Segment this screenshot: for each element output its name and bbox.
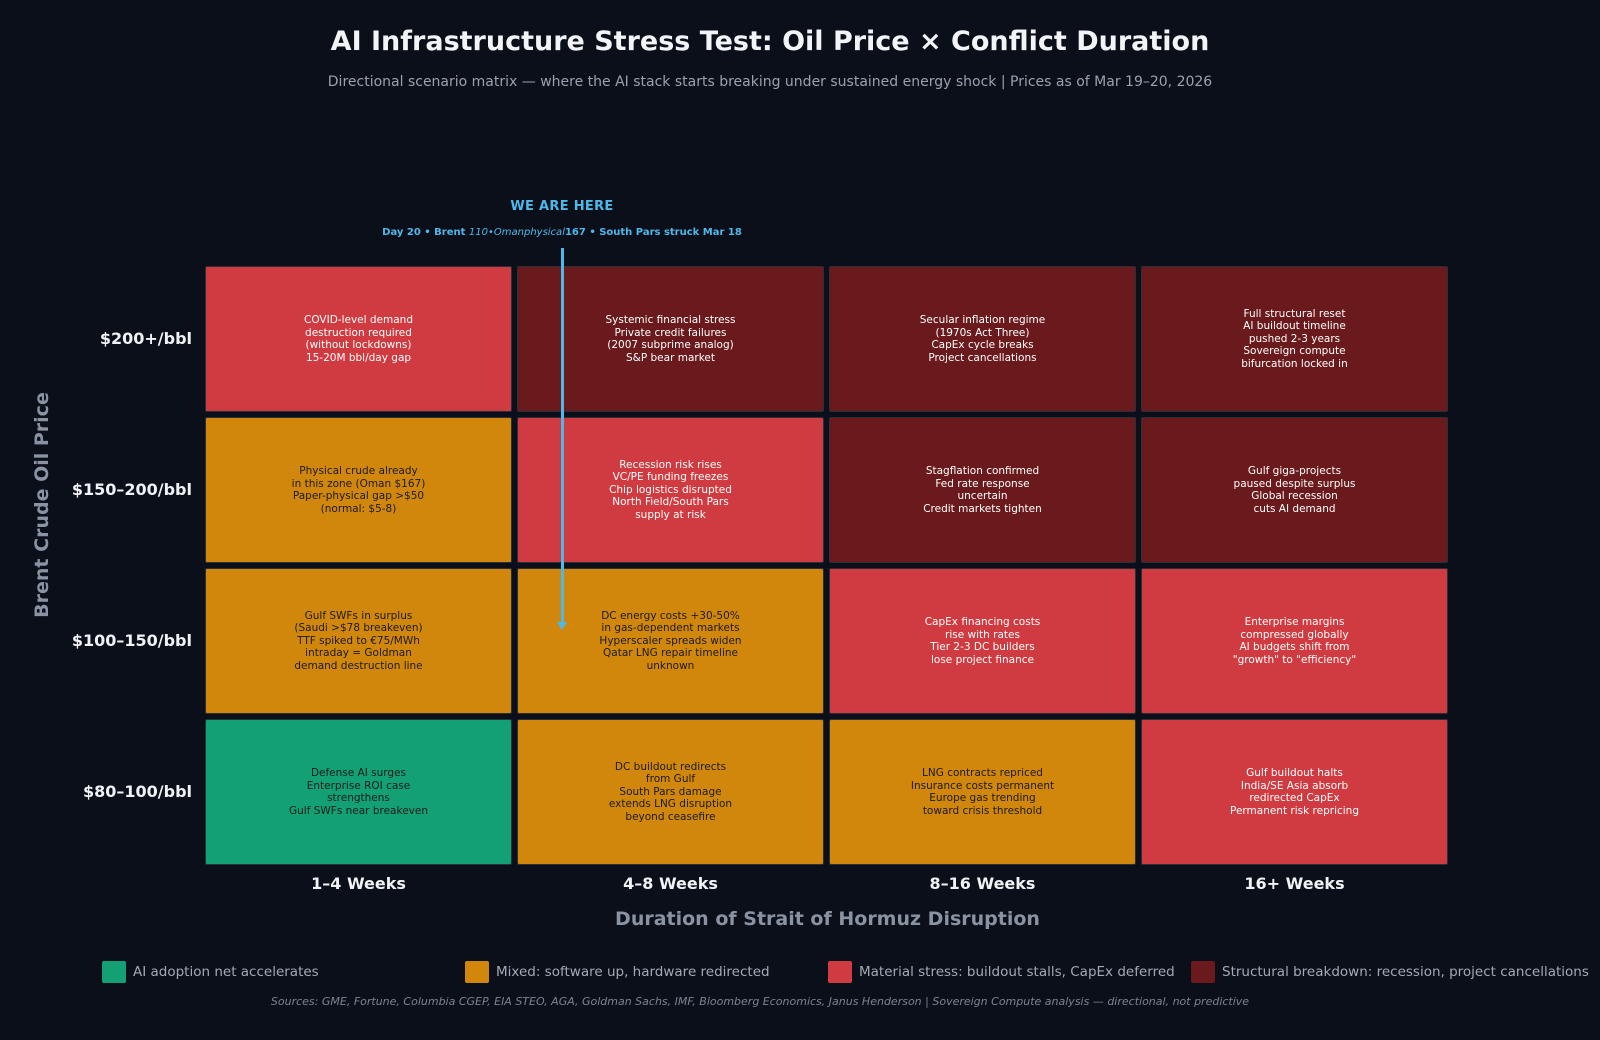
legend-item: Structural breakdown: recession, project… [1191,961,1589,983]
heatmap-cell-text: COVID-level demand destruction required … [304,314,413,364]
heatmap-cell: Defense AI surges Enterprise ROI case st… [205,719,512,865]
heatmap-cell-text: Physical crude already in this zone (Oma… [291,465,426,515]
heatmap-cell: Physical crude already in this zone (Oma… [205,417,512,563]
legend-label: Material stress: buildout stalls, CapEx … [859,964,1175,980]
sources-footnote: Sources: GME, Fortune, Columbia CGEP, EI… [270,995,1250,1008]
x-tick-label: 16+ Weeks [1244,874,1345,893]
we-are-here-detail-post: 167 • South Pars struck Mar 18 [564,227,742,238]
legend-label: Mixed: software up, hardware redirected [496,964,770,980]
heatmap-cell: Systemic financial stress Private credit… [517,266,824,412]
we-are-here-detail-pre: Day 20 • Brent [382,227,469,238]
heatmap-cell: Stagflation confirmed Fed rate response … [829,417,1136,563]
we-are-here-arrow-shaft [561,248,564,623]
x-tick-label: 8–16 Weeks [929,874,1036,893]
legend-label: Structural breakdown: recession, project… [1222,964,1589,980]
heatmap-cell: DC buildout redirects from Gulf South Pa… [517,719,824,865]
we-are-here-detail-italic: 110•Omanphysical [468,227,565,238]
chart-title: AI Infrastructure Stress Test: Oil Price… [330,26,1210,57]
heatmap-cell: Secular inflation regime (1970s Act Thre… [829,266,1136,412]
heatmap-cell: DC energy costs +30-50% in gas-dependent… [517,568,824,714]
x-axis-label: Duration of Strait of Hormuz Disruption [615,908,1040,930]
legend-item: Material stress: buildout stalls, CapEx … [828,961,1175,983]
x-tick-label: 1–4 Weeks [311,874,406,893]
y-axis-label: Brent Crude Oil Price [31,392,53,618]
we-are-here-detail: Day 20 • Brent 110•Omanphysical167 • Sou… [322,227,802,238]
legend-swatch [102,961,126,983]
we-are-here-label: WE ARE HERE [510,199,614,214]
heatmap-cell: LNG contracts repriced Insurance costs p… [829,719,1136,865]
heatmap-cell-text: Defense AI surges Enterprise ROI case st… [289,767,428,817]
heatmap-cell: CapEx financing costs rise with rates Ti… [829,568,1136,714]
heatmap-cell: Full structural reset AI buildout timeli… [1141,266,1448,412]
heatmap-cell-text: Enterprise margins compressed globally A… [1232,616,1357,666]
we-are-here-arrow-head [557,622,567,630]
heatmap-cell-text: Systemic financial stress Private credit… [605,314,736,364]
heatmap-cell-text: Secular inflation regime (1970s Act Thre… [919,314,1046,364]
chart-subtitle: Directional scenario matrix — where the … [327,74,1213,90]
heatmap-cell-text: Stagflation confirmed Fed rate response … [923,465,1042,515]
legend-swatch [1191,961,1215,983]
heatmap-cell: Gulf SWFs in surplus (Saudi >$78 breakev… [205,568,512,714]
y-tick-label: $100–150/bbl [71,631,192,650]
legend-label: AI adoption net accelerates [133,964,319,980]
heatmap-cell-text: DC energy costs +30-50% in gas-dependent… [599,609,742,672]
legend-swatch [465,961,489,983]
heatmap-cell: COVID-level demand destruction required … [205,266,512,412]
heatmap-cell-text: DC buildout redirects from Gulf South Pa… [608,760,733,823]
heatmap-cell: Gulf buildout halts India/SE Asia absorb… [1141,719,1448,865]
x-tick-label: 4–8 Weeks [623,874,718,893]
heatmap-cell: Recession risk rises VC/PE funding freez… [517,417,824,563]
heatmap-cell-text: Gulf giga-projects paused despite surplu… [1233,465,1356,515]
y-tick-label: $80–100/bbl [82,782,192,801]
heatmap-cell-text: Gulf buildout halts India/SE Asia absorb… [1229,767,1359,817]
y-tick-label: $150–200/bbl [71,480,192,499]
heatmap-cell: Gulf giga-projects paused despite surplu… [1141,417,1448,563]
heatmap-cell-text: LNG contracts repriced Insurance costs p… [910,767,1055,817]
heatmap-cell-text: Gulf SWFs in surplus (Saudi >$78 breakev… [294,609,423,672]
legend-item: Mixed: software up, hardware redirected [465,961,770,983]
legend-item: AI adoption net accelerates [102,961,319,983]
heatmap-cell-text: Full structural reset AI buildout timeli… [1241,307,1348,370]
heatmap-cell-text: Recession risk rises VC/PE funding freez… [609,458,732,521]
y-tick-label: $200+/bbl [99,329,192,348]
legend-swatch [828,961,852,983]
heatmap-cell-text: CapEx financing costs rise with rates Ti… [924,616,1041,666]
heatmap-cell: Enterprise margins compressed globally A… [1141,568,1448,714]
scenario-matrix: COVID-level demand destruction required … [205,266,1450,865]
